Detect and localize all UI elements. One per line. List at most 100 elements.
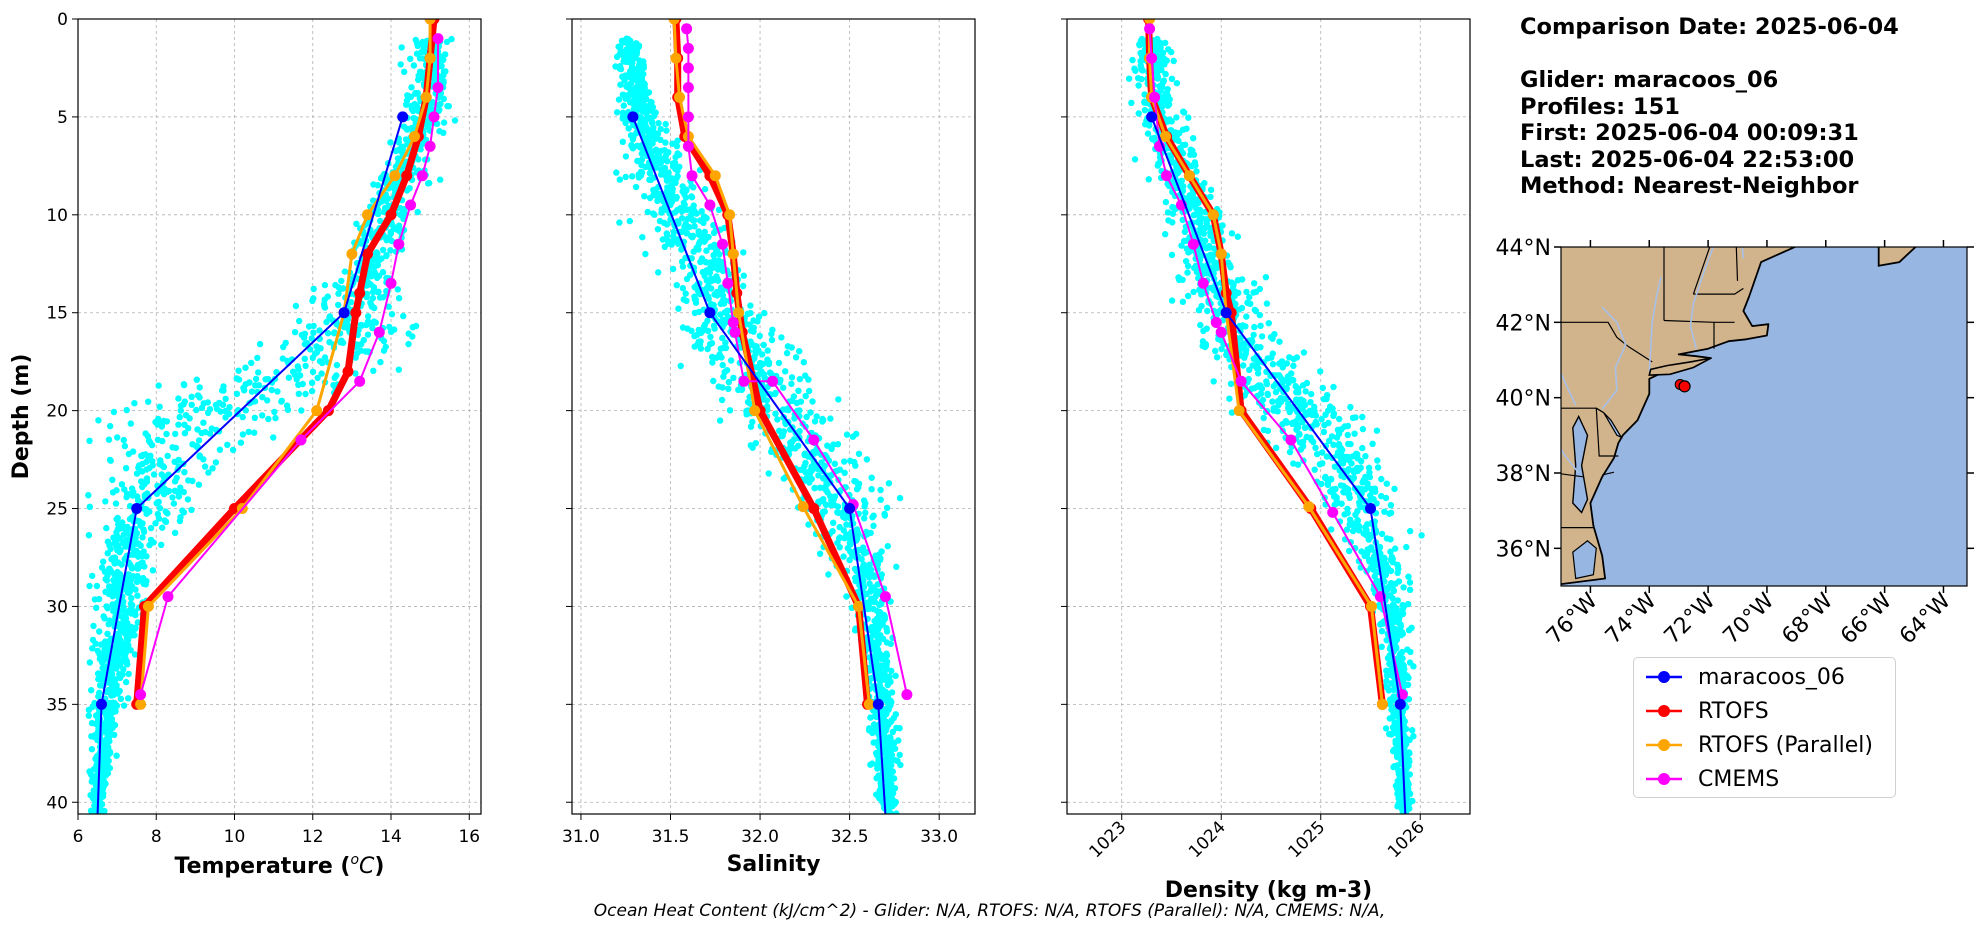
glider-obs-point <box>802 477 809 484</box>
glider-obs-point <box>1354 451 1361 458</box>
glider-obs-point <box>621 54 628 61</box>
glider-obs-point <box>264 397 271 404</box>
glider-obs-point <box>822 501 830 508</box>
glider-obs-point <box>316 358 324 365</box>
glider-obs-point <box>1257 390 1265 397</box>
glider-obs-point <box>1374 464 1382 471</box>
glider-obs-point <box>641 80 648 87</box>
series-point <box>682 111 694 123</box>
x-tick-label: 14 <box>380 827 402 847</box>
glider-obs-point <box>1395 744 1402 751</box>
series-group <box>96 19 444 814</box>
glider-obs-point <box>352 370 359 377</box>
glider-obs-point <box>669 163 677 170</box>
glider-obs-point <box>1191 202 1199 209</box>
x-axis-label-unit: C <box>359 854 375 879</box>
glider-obs-point <box>86 437 93 444</box>
glider-obs-point <box>777 376 784 384</box>
glider-obs-point <box>171 478 179 485</box>
glider-obs-point <box>159 524 166 531</box>
glider-obs-point <box>134 564 142 572</box>
glider-obs-point <box>344 321 352 329</box>
glider-obs-point <box>1387 536 1394 543</box>
glider-obs-point <box>760 341 767 349</box>
glider-obs-point <box>128 563 135 571</box>
glider-obs-point <box>803 413 810 421</box>
glider-obs-point <box>196 394 203 401</box>
glider-obs-point <box>1382 571 1390 578</box>
glider-obs-point <box>702 289 710 297</box>
glider-obs-point <box>379 246 387 254</box>
x-axis-label: Salinity <box>727 852 821 877</box>
glider-obs-point <box>113 752 120 759</box>
series-point <box>354 287 366 299</box>
glider-obs-point <box>876 787 883 794</box>
glider-obs-point <box>1290 460 1297 467</box>
y-tick-label: 0 <box>57 10 68 30</box>
glider-obs-point <box>301 330 309 337</box>
glider-obs-point <box>1404 646 1411 653</box>
series-point <box>853 600 865 612</box>
glider-obs-point <box>824 489 831 496</box>
glider-obs-point <box>888 762 895 769</box>
glider-obs-point <box>709 359 716 366</box>
glider-obs-point <box>1391 763 1398 770</box>
y-tick-label: 5 <box>57 108 68 128</box>
glider-obs-point <box>707 264 714 271</box>
glider-obs-point <box>175 456 182 464</box>
x-tick-label: 32.5 <box>831 827 869 847</box>
glider-obs-point <box>387 247 394 254</box>
glider-obs-point <box>790 436 798 443</box>
glider-obs-point <box>1406 805 1413 812</box>
glider-obs-point <box>1344 509 1351 517</box>
series-point <box>385 209 397 221</box>
glider-obs-point <box>1383 564 1390 571</box>
glider-obs-point <box>1184 269 1191 276</box>
glider-obs-point <box>863 456 871 463</box>
glider-obs-point <box>792 354 800 361</box>
glider-obs-point <box>707 259 714 266</box>
glider-obs-point <box>180 488 187 496</box>
glider-obs-point <box>1328 526 1335 533</box>
glider-obs-point <box>181 421 188 428</box>
glider-obs-point <box>1336 415 1343 423</box>
glider-obs-point <box>1242 323 1249 330</box>
glider-obs-point <box>331 374 338 381</box>
glider-obs-point <box>872 552 879 559</box>
glider-obs-point <box>639 108 646 115</box>
glider-obs-point <box>688 182 695 190</box>
glider-obs-point <box>1345 466 1352 473</box>
glider-obs-point <box>877 486 884 494</box>
glider-obs-point <box>719 292 727 299</box>
glider-obs-point <box>155 382 162 389</box>
glider-obs-point <box>1365 464 1373 471</box>
glider-obs-point <box>131 400 138 407</box>
glider-obs-point <box>251 398 259 405</box>
glider-obs-point <box>740 282 747 290</box>
plot-frame <box>571 18 976 815</box>
glider-obs-point <box>678 258 686 265</box>
glider-obs-point <box>89 703 96 711</box>
series-point <box>670 52 682 64</box>
glider-obs-point <box>123 406 130 414</box>
series-point <box>162 591 174 603</box>
series-point <box>668 19 680 25</box>
glider-obs-point <box>1145 176 1153 183</box>
glider-obs-point <box>1406 771 1414 778</box>
series-point <box>362 209 373 221</box>
glider-obs-point <box>1165 101 1173 108</box>
glider-obs-point <box>1349 414 1357 421</box>
glider-obs-point <box>149 567 157 574</box>
glider-obs-point <box>657 147 665 155</box>
glider-obs-point <box>1238 304 1246 312</box>
glider-obs-point <box>782 368 789 375</box>
glider-obs-point <box>806 469 813 477</box>
glider-obs-point <box>626 44 633 52</box>
glider-obs-point <box>1378 643 1385 650</box>
glider-obs-point <box>1292 418 1300 425</box>
glider-obs-point <box>722 339 729 346</box>
glider-obs-point <box>887 767 894 774</box>
glider-obs-point <box>1141 107 1149 114</box>
glider-obs-point <box>385 303 392 310</box>
glider-obs-point <box>1180 183 1187 190</box>
